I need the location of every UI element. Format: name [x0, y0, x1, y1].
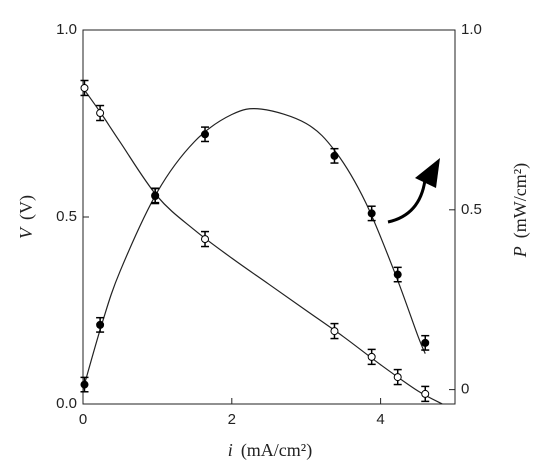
point — [201, 130, 210, 139]
y-label-unit: (V) — [16, 195, 37, 220]
point — [393, 270, 402, 279]
point — [421, 338, 430, 347]
y2-tick-label: 0 — [461, 381, 469, 398]
x-label-unit: (mA/cm²) — [241, 440, 312, 461]
x-tick-label: 4 — [376, 411, 384, 428]
point — [393, 373, 402, 382]
point — [330, 327, 339, 336]
point — [367, 352, 376, 361]
y-label-symbol: V — [16, 226, 36, 239]
y-tick-label: 0.5 — [56, 208, 77, 225]
point — [367, 209, 376, 218]
y-axis-label: V (V) — [16, 195, 37, 239]
y2-label-symbol: P — [510, 246, 530, 258]
y2-label-unit: (mW/cm²) — [510, 163, 531, 238]
y2-axis-label: P (mW/cm²) — [510, 163, 531, 258]
x-label-symbol: i — [228, 440, 233, 460]
y-tick-label: 0.0 — [56, 395, 77, 412]
y-tick-label: 1.0 — [56, 21, 77, 38]
y2-tick-label: 1.0 — [461, 21, 482, 38]
point — [151, 191, 160, 200]
x-axis-label: i (mA/cm²) — [228, 440, 312, 461]
point — [96, 320, 105, 329]
y2-tick-label: 0.5 — [461, 201, 482, 218]
point — [201, 235, 210, 244]
x-tick-label: 0 — [79, 411, 87, 428]
point — [96, 109, 105, 118]
fit-line — [82, 87, 443, 405]
point — [80, 83, 89, 92]
arrow-head — [415, 158, 440, 188]
x-tick-label: 2 — [228, 411, 236, 428]
point — [421, 389, 430, 398]
point — [80, 380, 89, 389]
point — [330, 151, 339, 160]
fit-line — [82, 107, 426, 390]
arrow — [387, 179, 427, 224]
